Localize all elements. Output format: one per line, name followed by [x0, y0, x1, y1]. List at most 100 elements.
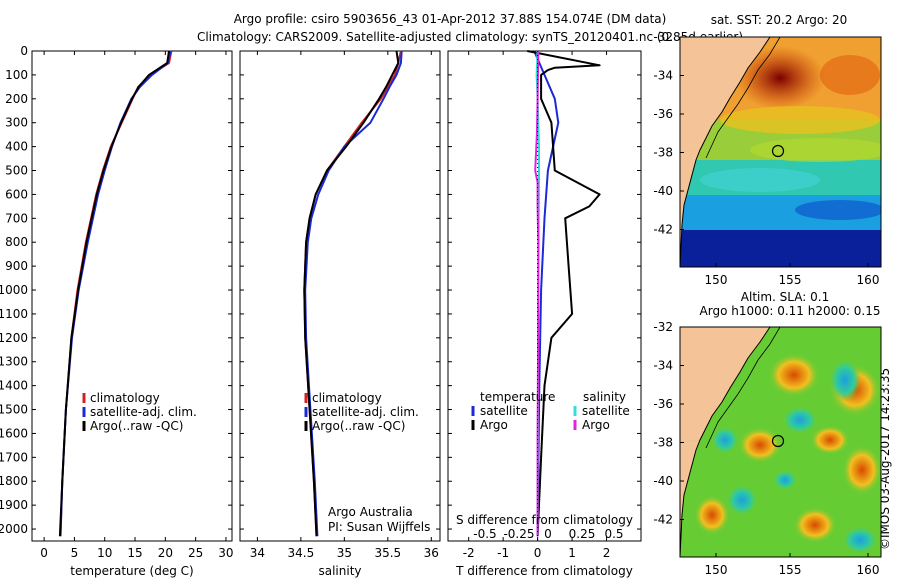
- salinity-series-satellite: [304, 50, 403, 537]
- temperature-xtick-label: 15: [127, 546, 142, 560]
- depth-tick-label: 600: [5, 187, 28, 201]
- map-ytick-label: -32: [653, 320, 673, 334]
- sla-map-title-line1: Altim. SLA: 0.1: [741, 290, 829, 304]
- sla-axis-ticks: 150 155 160 -32 -34 -36 -38 -40 -42: [653, 320, 879, 577]
- profile-panel-salinity: 34 34.5 35 35.5 36 salinity climatologysatelli…: [239, 50, 441, 578]
- temperature-legend-label: climatology: [90, 391, 160, 405]
- salinity-series-climatology: [303, 50, 402, 537]
- figure-title-line1: Argo profile: csiro 5903656_43 01-Apr-20…: [233, 12, 667, 26]
- sla-argo-location-marker: [771, 434, 785, 448]
- sst-axis-ticks: 150 155 160 -32 -34 -36 -38 -40 -42: [653, 30, 879, 287]
- map-ytick-label: -36: [653, 397, 673, 411]
- temperature-xtick-label: 30: [218, 546, 233, 560]
- depth-tick-label: 1300: [0, 355, 28, 369]
- sla-map-title-line2: Argo h1000: 0.11 h2000: 0.15: [700, 304, 881, 318]
- figure-title-line2: Climatology: CARS2009. Satellite-adjuste…: [196, 30, 744, 44]
- map-ytick-label: -34: [653, 359, 673, 373]
- pi-name-label: PI: Susan Wijffels: [328, 520, 430, 534]
- depth-tick-label: 800: [5, 235, 28, 249]
- sst-argo-location-marker: [771, 144, 785, 158]
- salinity-legend-label: Argo(..raw -QC): [312, 419, 405, 433]
- difference-xtick-label: -1: [497, 546, 509, 560]
- map-ytick-label: -42: [653, 223, 673, 237]
- salinity-diff-tick-label: 0.5: [604, 527, 623, 541]
- salinity-xtick-label: 34: [250, 546, 265, 560]
- difference-legend-label: satellite: [480, 404, 528, 418]
- difference-legend-label: Argo: [480, 418, 508, 432]
- salinity-xtick-label: 34.5: [288, 546, 315, 560]
- map-ytick-label: -38: [653, 146, 673, 160]
- map-xtick-label: 160: [857, 273, 880, 287]
- salinity-diff-tick-label: 0: [544, 527, 552, 541]
- profile-panel-temperature: 0 5 10 15 20 25 30 temperature (deg C) 0 100 200 30…: [0, 44, 234, 578]
- sst-band-darkblue: [680, 230, 881, 267]
- salinity-axes-frame: [239, 50, 441, 542]
- sst-warm-core: [735, 46, 825, 110]
- depth-tick-label: 0: [20, 44, 28, 58]
- depth-tick-label: 900: [5, 259, 28, 273]
- difference-series-satellite: [533, 50, 560, 537]
- temperature-xtick-label: 20: [158, 546, 173, 560]
- map-ytick-label: -42: [653, 513, 673, 527]
- legend-title-salinity: salinity: [583, 390, 626, 404]
- temperature-legend-label: Argo(..raw -QC): [90, 419, 183, 433]
- salinity-legend-label: climatology: [312, 391, 382, 405]
- difference-xtick-label: -2: [463, 546, 475, 560]
- salinity-diff-tick-label: -0.25: [503, 527, 534, 541]
- depth-tick-label: 300: [5, 116, 28, 130]
- profile-panel-difference: -2 -1 0 1 2 T difference from climatology temp…: [447, 50, 642, 578]
- depth-tick-label: 1700: [0, 450, 28, 464]
- map-ytick-label: -38: [653, 436, 673, 450]
- sla-map-panel: 150 155 160 -32 -34 -36 -38 -40 -42 Altim. SLA: …: [653, 290, 882, 577]
- difference-series-magenta: [534, 50, 540, 537]
- salinity-xtick-label: 35: [337, 546, 352, 560]
- map-ytick-label: -32: [653, 30, 673, 44]
- difference-xtick-label: 0: [534, 546, 542, 560]
- difference-legend-label: satellite: [582, 404, 630, 418]
- temperature-xtick-label: 5: [71, 546, 79, 560]
- map-xtick-label: 150: [705, 273, 728, 287]
- depth-tick-label: 100: [5, 68, 28, 82]
- temperature-series-argo: [58, 50, 170, 537]
- salinity-xlabel: salinity: [318, 564, 361, 578]
- temperature-legend-label: satellite-adj. clim.: [90, 405, 197, 419]
- difference-top-xlabel: S difference from climatology: [456, 513, 633, 527]
- temperature-xtick-label: 10: [97, 546, 112, 560]
- sla-land-australia: [680, 327, 770, 442]
- map-ytick-label: -34: [653, 69, 673, 83]
- depth-tick-label: 1100: [0, 307, 28, 321]
- salinity-diff-tick-label: 0.25: [569, 527, 596, 541]
- depth-tick-label: 1400: [0, 379, 28, 393]
- map-xtick-label: 150: [705, 563, 728, 577]
- depth-tick-label: 1900: [0, 498, 28, 512]
- difference-xtick-label: 1: [568, 546, 576, 560]
- depth-tick-label: 2000: [0, 522, 28, 536]
- temperature-axes-frame: [31, 50, 233, 542]
- map-xtick-label: 155: [779, 563, 802, 577]
- temperature-xtick-label: 25: [188, 546, 203, 560]
- depth-tick-label: 1800: [0, 474, 28, 488]
- map-ytick-label: -40: [653, 474, 673, 488]
- depth-tick-label: 1600: [0, 426, 28, 440]
- temperature-xtick-label: 0: [40, 546, 48, 560]
- difference-xtick-label: 2: [603, 546, 611, 560]
- temperature-xlabel: temperature (deg C): [70, 564, 193, 578]
- depth-tick-label: 400: [5, 140, 28, 154]
- depth-tick-label: 700: [5, 211, 28, 225]
- difference-axes-frame: [447, 50, 642, 542]
- depth-tick-label: 1200: [0, 331, 28, 345]
- difference-series-argo: [527, 50, 601, 537]
- difference-legend-label: Argo: [582, 418, 610, 432]
- salinity-diff-tick-label: -0.5: [473, 527, 496, 541]
- depth-tick-label: 200: [5, 92, 28, 106]
- legend-title-temperature: temperature: [480, 390, 555, 404]
- depth-tick-label: 1000: [0, 283, 28, 297]
- difference-xlabel: T difference from climatology: [455, 564, 633, 578]
- salinity-xtick-label: 35.5: [374, 546, 401, 560]
- sst-map-panel: 150 155 160 -32 -34 -36 -38 -40 -42 sat. SST: 20…: [653, 13, 882, 287]
- salinity-legend-label: satellite-adj. clim.: [312, 405, 419, 419]
- map-xtick-label: 155: [779, 273, 802, 287]
- depth-tick-label: 500: [5, 164, 28, 178]
- map-ytick-label: -40: [653, 184, 673, 198]
